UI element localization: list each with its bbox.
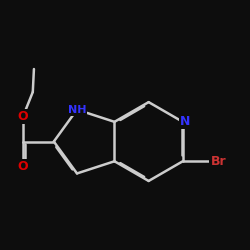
Text: N: N xyxy=(180,115,191,128)
Text: O: O xyxy=(18,110,28,123)
Text: Br: Br xyxy=(210,155,226,168)
Text: NH: NH xyxy=(68,105,86,115)
Text: O: O xyxy=(18,160,28,173)
